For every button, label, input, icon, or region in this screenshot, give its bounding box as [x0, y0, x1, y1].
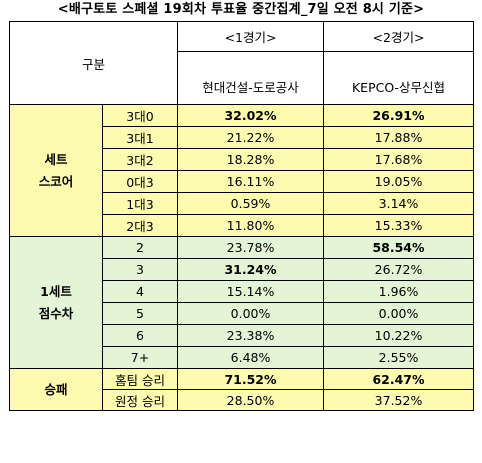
table-row: 3대2 18.28% 17.68% [10, 148, 475, 171]
option-cell: 4 [101, 280, 179, 303]
option-cell: 3대2 [101, 148, 179, 171]
group-header: 구분 [8, 21, 179, 105]
option-cell: 1대3 [101, 192, 179, 215]
table-row: 3대1 21.22% 17.88% [10, 126, 475, 149]
match2-rate-cell: 0.00% [323, 302, 475, 325]
table-row: 승패 홈팀 승리 71.52% 62.47% [9, 368, 475, 411]
option-cell: 홈팀 승리 [101, 368, 179, 390]
option-cell: 2대3 [101, 214, 179, 237]
match1-rate-cell: 28.50% [177, 389, 325, 411]
match1-rate-cell: 23.38% [177, 324, 325, 347]
table-row: 원정 승리 28.50% 37.52% [10, 389, 475, 411]
option-cell: 7+ [101, 346, 179, 369]
match1-rate-cell: 6.48% [177, 346, 325, 369]
match2-rate-cell: 17.68% [323, 148, 475, 171]
table-row: 4 15.14% 1.96% [10, 280, 475, 303]
option-cell: 5 [101, 302, 179, 325]
match2-rate-cell: 3.14% [323, 192, 475, 215]
match1-rate-cell: 11.80% [177, 214, 325, 237]
match1-rate-cell: 31.24% [177, 258, 325, 281]
match2-name-header: KEPCO-상무신협 [323, 51, 475, 105]
table-row: 3 31.24% 26.72% [10, 258, 475, 281]
option-cell: 원정 승리 [101, 389, 179, 411]
table-row: 세트 스코어 3대0 32.02% 26.91% [9, 104, 475, 237]
match1-rate-cell: 15.14% [177, 280, 325, 303]
page-title: <배구토토 스페셜 19회차 투표율 중간집계_7일 오전 8시 기준> [57, 2, 425, 17]
match2-rate-cell: 2.55% [323, 346, 475, 369]
match2-rate-cell: 62.47% [323, 368, 475, 390]
option-cell: 6 [101, 324, 179, 347]
table-row: 1대3 0.59% 3.14% [10, 192, 475, 215]
match1-rate-cell: 21.22% [177, 126, 325, 149]
match2-rate-cell: 26.72% [323, 258, 475, 281]
match2-rate-cell: 26.91% [323, 104, 475, 127]
match1-rate-cell: 32.02% [177, 104, 325, 127]
match1-rate-cell: 71.52% [177, 368, 325, 390]
match2-rate-cell: 10.22% [323, 324, 475, 347]
section-label-line1: 1세트 [40, 283, 72, 299]
match1-rate-cell: 0.59% [177, 192, 325, 215]
match1-rate-cell: 18.28% [177, 148, 325, 171]
match1-rate-cell: 23.78% [177, 236, 325, 259]
match2-rate-cell: 19.05% [323, 170, 475, 193]
option-cell: 3 [101, 258, 179, 281]
match2-rate-cell: 58.54% [323, 236, 475, 259]
table-row: 2대3 11.80% 15.33% [10, 214, 475, 237]
table-row: 7+ 6.48% 2.55% [10, 346, 475, 369]
match1-name-header: 현대건설-도로공사 [177, 51, 325, 105]
section-label-line2: 스코어 [38, 173, 74, 189]
match1-rate-cell: 16.11% [177, 170, 325, 193]
match2-rate-cell: 37.52% [323, 389, 475, 411]
section-label-line2: 점수차 [38, 305, 74, 321]
option-cell: 2 [101, 236, 179, 259]
section-label: 승패 [9, 368, 103, 411]
match2-rate-cell: 17.88% [323, 126, 475, 149]
table-row: 6 23.38% 10.22% [10, 324, 475, 347]
match2-rate-cell: 1.96% [323, 280, 475, 303]
match1-round-header: <1경기> [177, 21, 325, 52]
option-cell: 3대0 [101, 104, 179, 127]
section-label-line1: 승패 [44, 381, 68, 397]
match1-rate-cell: 0.00% [177, 302, 325, 325]
match2-round-header: <2경기> [323, 21, 475, 52]
table-row: 1세트 점수차 2 23.78% 58.54% [9, 236, 475, 369]
match2-rate-cell: 15.33% [323, 214, 475, 237]
option-cell: 0대3 [101, 170, 179, 193]
option-cell: 3대1 [101, 126, 179, 149]
section-label-line1: 세트 [44, 151, 68, 167]
